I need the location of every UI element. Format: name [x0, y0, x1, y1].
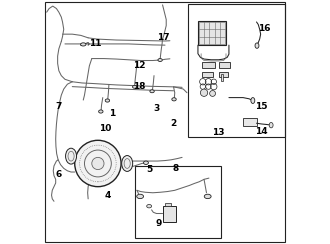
- Text: 8: 8: [173, 164, 179, 173]
- Ellipse shape: [204, 194, 211, 199]
- Text: 5: 5: [146, 165, 152, 174]
- Bar: [221, 74, 222, 81]
- Text: 7: 7: [56, 102, 62, 111]
- Circle shape: [75, 140, 121, 187]
- Text: 9: 9: [156, 219, 162, 228]
- Text: 1: 1: [110, 109, 115, 118]
- Ellipse shape: [172, 98, 176, 101]
- Text: 18: 18: [133, 82, 146, 91]
- Text: 13: 13: [213, 129, 225, 137]
- Bar: [135, 166, 221, 238]
- Text: 16: 16: [258, 24, 270, 32]
- Bar: [243, 118, 256, 126]
- Text: 2: 2: [170, 119, 177, 128]
- Text: 3: 3: [153, 104, 160, 113]
- Bar: [202, 72, 213, 77]
- Bar: [163, 206, 176, 222]
- Ellipse shape: [255, 43, 259, 48]
- Ellipse shape: [158, 59, 162, 61]
- Text: 14: 14: [255, 127, 268, 136]
- Circle shape: [200, 89, 208, 96]
- Ellipse shape: [105, 99, 110, 102]
- Text: 12: 12: [133, 61, 146, 70]
- Text: 6: 6: [55, 170, 61, 179]
- Ellipse shape: [133, 85, 137, 88]
- Bar: [165, 203, 171, 206]
- Text: 4: 4: [105, 191, 111, 200]
- Ellipse shape: [81, 43, 86, 46]
- Ellipse shape: [66, 148, 77, 164]
- Text: 15: 15: [255, 102, 268, 111]
- Bar: [219, 72, 228, 77]
- Ellipse shape: [150, 90, 154, 93]
- Circle shape: [210, 91, 215, 96]
- Circle shape: [92, 157, 104, 170]
- Ellipse shape: [122, 156, 133, 171]
- Bar: [188, 4, 284, 137]
- Ellipse shape: [144, 161, 149, 164]
- Text: 17: 17: [157, 33, 170, 42]
- Bar: [202, 62, 215, 68]
- Ellipse shape: [99, 110, 103, 113]
- Text: 11: 11: [89, 40, 102, 48]
- Ellipse shape: [251, 98, 255, 103]
- Ellipse shape: [137, 194, 144, 199]
- Bar: [198, 21, 226, 45]
- Text: 10: 10: [99, 124, 112, 132]
- Ellipse shape: [147, 204, 151, 208]
- Ellipse shape: [269, 122, 273, 128]
- Bar: [219, 62, 230, 68]
